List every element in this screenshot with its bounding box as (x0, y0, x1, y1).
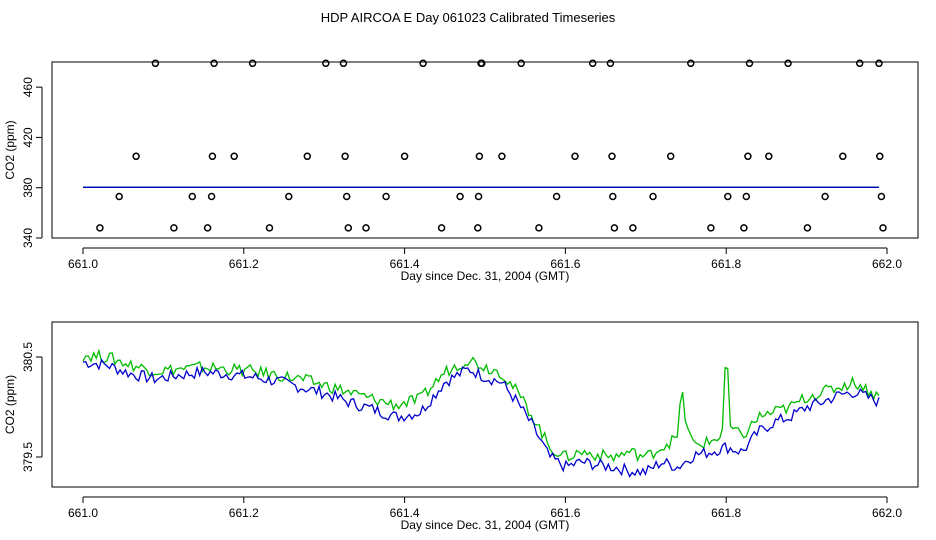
data-point (322, 59, 330, 68)
data-point (571, 152, 579, 161)
plot-frame (51, 61, 919, 239)
y-tick-label: 340 (21, 228, 35, 248)
data-point (132, 152, 140, 161)
data-point (265, 224, 274, 232)
data-point (724, 192, 732, 201)
series-line-green (82, 348, 880, 463)
data-point (606, 59, 615, 68)
x-axis-label: Day since Dec. 31, 2004 (GMT) (401, 269, 570, 283)
data-point (649, 192, 657, 201)
data-point (210, 59, 218, 68)
x-axis-label: Day since Dec. 31, 2004 (GMT) (401, 518, 570, 532)
y-axis-label: CO2 (ppm) (3, 375, 17, 434)
data-point (188, 192, 197, 201)
data-point (876, 152, 884, 161)
data-point (400, 152, 409, 161)
y-tick-label: 379.5 (21, 442, 35, 472)
data-point (474, 224, 482, 232)
data-point (339, 59, 348, 68)
x-tick-label: 661.0 (68, 506, 98, 520)
data-point (208, 152, 217, 161)
data-point (362, 224, 370, 232)
x-tick-label: 662.0 (872, 257, 902, 271)
data-point (629, 224, 637, 232)
data-point (382, 192, 390, 201)
data-point (474, 192, 483, 201)
x-tick-label: 661.8 (711, 506, 741, 520)
series-line-blue (82, 358, 880, 478)
data-point (740, 224, 748, 232)
data-point (588, 59, 597, 68)
y-tick-label: 380.5 (21, 342, 35, 372)
data-point (609, 192, 617, 201)
data-point (765, 152, 773, 161)
data-point (498, 152, 506, 161)
data-point (742, 192, 751, 201)
top-panel-scatter: 661.0 661.2 661.4 661.6 661.8 662.0 Day since … (3, 59, 919, 283)
data-point (535, 224, 543, 232)
x-tick-label: 661.2 (229, 257, 259, 271)
data-point (475, 152, 484, 161)
data-point (151, 59, 160, 68)
bottom-panel-line: 661.0 661.2 661.4 661.6 661.8 662.0 Day since … (3, 321, 919, 532)
data-point (610, 224, 619, 232)
x-tick-label: 661.2 (229, 506, 259, 520)
data-point (96, 224, 104, 232)
data-point (552, 192, 561, 201)
chart-title: HDP AIRCOA E Day 061023 Calibrated Times… (321, 10, 616, 25)
series-group (82, 348, 880, 478)
data-point (875, 59, 883, 68)
y-tick-label: 420 (21, 127, 35, 147)
data-point (456, 192, 464, 201)
data-point (344, 224, 353, 232)
x-tick-label: 661.6 (550, 257, 580, 271)
x-tick-label: 662.0 (872, 506, 902, 520)
marker-group (96, 59, 887, 232)
data-point (207, 192, 216, 201)
data-point (342, 192, 351, 201)
data-point (248, 59, 257, 68)
y-axis-label: CO2 (ppm) (3, 120, 17, 179)
data-point (170, 224, 178, 232)
data-point (230, 152, 238, 161)
data-point (707, 224, 715, 232)
x-tick-label: 661.4 (390, 257, 420, 271)
data-point (437, 224, 446, 232)
data-point (666, 152, 675, 161)
data-point (517, 59, 525, 68)
data-point (419, 59, 427, 68)
data-point (744, 152, 752, 161)
data-point (115, 192, 123, 201)
data-point (341, 152, 349, 161)
data-point (608, 152, 616, 161)
data-point (478, 59, 486, 68)
y-tick-label: 460 (21, 77, 35, 97)
data-point (203, 224, 212, 232)
x-tick-label: 661.6 (550, 506, 580, 520)
x-tick-label: 661.4 (390, 506, 420, 520)
y-tick-label: 380 (21, 177, 35, 197)
x-tick-label: 661.8 (711, 257, 741, 271)
data-point (877, 192, 886, 201)
data-point (821, 192, 829, 201)
data-point (303, 152, 312, 161)
data-point (879, 224, 887, 232)
data-point (687, 59, 695, 68)
data-point (855, 59, 864, 68)
data-point (745, 59, 754, 68)
data-point (839, 152, 847, 161)
data-point (285, 192, 293, 201)
x-tick-label: 661.0 (68, 257, 98, 271)
data-point (784, 59, 792, 68)
data-point (803, 224, 812, 232)
plot-frame (51, 321, 919, 488)
